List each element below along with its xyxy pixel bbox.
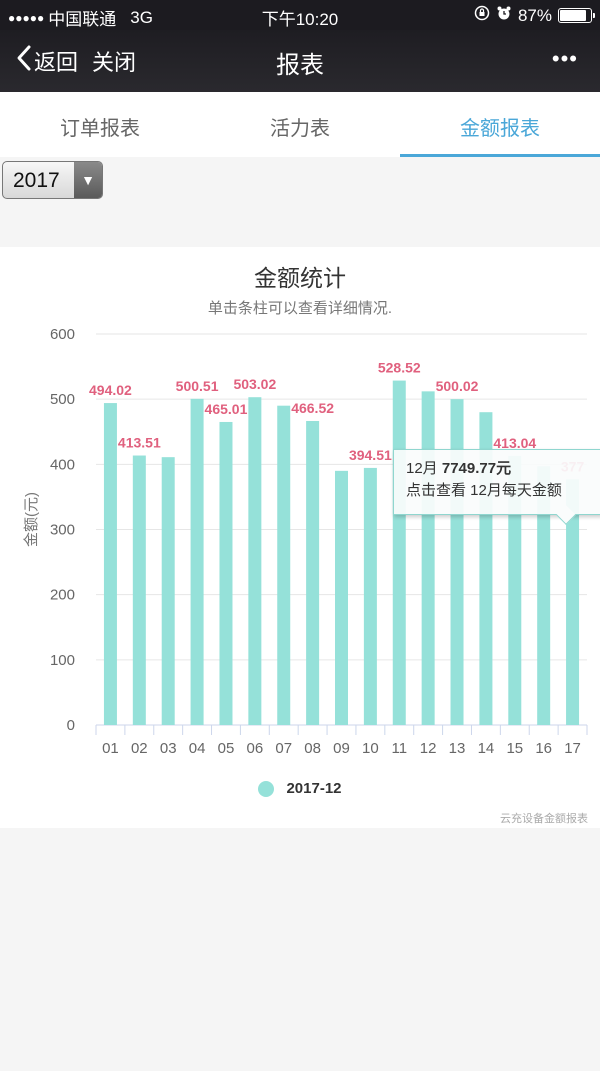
bar-02[interactable] xyxy=(132,455,146,725)
more-menu-icon[interactable]: ••• xyxy=(551,46,578,71)
network-type: 3G xyxy=(130,7,153,27)
battery-icon xyxy=(558,8,595,23)
carrier-name: 中国联通 xyxy=(48,10,117,29)
chart-tooltip[interactable]: 12月 7749.77元 点击查看 12月每天金额 xyxy=(393,449,600,525)
y-tick-label: 400 xyxy=(50,456,75,473)
battery-percent: 87% xyxy=(517,5,552,25)
chart-card: 金额统计 单击条柱可以查看详细情况. 金额(元) 0 100 200 300 400 50… xyxy=(0,247,600,828)
data-label: 500.51 xyxy=(176,378,219,394)
bar-15[interactable] xyxy=(508,455,522,725)
bar-08[interactable] xyxy=(306,420,320,725)
close-button[interactable]: 关闭 xyxy=(92,50,137,75)
bar-12[interactable] xyxy=(421,391,435,725)
bar-16[interactable] xyxy=(537,466,551,725)
x-tick-label: 14 xyxy=(478,740,495,757)
bar-11[interactable] xyxy=(392,380,406,725)
chart-legend[interactable]: 2017-12 xyxy=(0,780,600,797)
bar-05[interactable] xyxy=(219,421,233,725)
tooltip-month: 12月 xyxy=(406,460,438,477)
y-tick-label: 100 xyxy=(50,652,75,669)
x-tick-label: 09 xyxy=(333,740,350,757)
x-tick-label: 04 xyxy=(189,740,206,757)
back-button[interactable]: 返回 xyxy=(34,50,79,75)
chart-title: 金额统计 xyxy=(254,265,346,291)
bar-10[interactable] xyxy=(363,467,377,725)
page-title: 报表 xyxy=(276,52,324,79)
signal-strength-icon: ●●●●● xyxy=(8,10,45,25)
tab-amount-report[interactable]: 金额报表 xyxy=(400,92,600,157)
chart-credit: 云充设备金额报表 xyxy=(500,813,588,825)
report-tabs: 订单报表 活力表 金额报表 xyxy=(0,92,600,157)
bar-04[interactable] xyxy=(190,398,204,725)
data-label: 394.51 xyxy=(349,447,392,463)
y-tick-label: 500 xyxy=(50,391,75,408)
x-tick-label: 07 xyxy=(275,740,292,757)
tab-activity[interactable]: 活力表 xyxy=(270,118,330,140)
x-tick-label: 05 xyxy=(218,740,235,757)
y-tick-label: 300 xyxy=(50,522,75,539)
y-tick-label: 600 xyxy=(50,326,75,343)
y-tick-label: 200 xyxy=(50,587,75,604)
x-tick-label: 13 xyxy=(449,740,466,757)
x-tick-label: 17 xyxy=(564,740,581,757)
tab-order-report[interactable]: 订单报表 xyxy=(60,118,140,140)
x-tick-label: 01 xyxy=(102,740,119,757)
legend-swatch-icon xyxy=(258,780,275,797)
bar-06[interactable] xyxy=(248,397,262,725)
data-label: 465.01 xyxy=(205,401,248,417)
data-label: 466.52 xyxy=(291,400,334,416)
legend-label[interactable]: 2017-12 xyxy=(286,780,342,797)
x-tick-label: 11 xyxy=(391,740,407,757)
x-tick-label: 12 xyxy=(420,740,437,757)
bar-17[interactable] xyxy=(566,479,580,725)
x-tick-label: 15 xyxy=(506,740,523,757)
tooltip-hint[interactable]: 点击查看 12月每天金额 xyxy=(406,482,562,499)
clock: 下午10:20 xyxy=(261,10,339,29)
x-tick-label: 08 xyxy=(304,740,321,757)
nav-bar: 返回 关闭 报表 ••• xyxy=(0,30,600,92)
x-tick-label: 02 xyxy=(131,740,148,757)
year-select[interactable]: 2017 ▼ xyxy=(2,161,103,199)
data-label: 413.04 xyxy=(493,435,536,451)
chart-subtitle: 单击条柱可以查看详细情况. xyxy=(207,300,393,317)
x-tick-label: 06 xyxy=(247,740,264,757)
back-chevron-icon[interactable] xyxy=(16,44,32,78)
bar-03[interactable] xyxy=(161,457,175,725)
data-label: 494.02 xyxy=(89,382,132,398)
tooltip-total: 7749.77元 xyxy=(441,460,512,477)
chevron-down-icon[interactable]: ▼ xyxy=(74,162,102,198)
data-label: 503.02 xyxy=(233,376,276,392)
y-tick-label: 0 xyxy=(67,717,75,734)
bar-chart[interactable]: 0 100 200 300 400 500 600 01 494.02 02 413.51 03 04 5… xyxy=(0,247,600,828)
x-tick-label: 03 xyxy=(160,740,177,757)
status-bar: ●●●●● 中国联通 3G 下午10:20 87% xyxy=(0,0,600,30)
bar-07[interactable] xyxy=(277,405,291,725)
alarm-icon xyxy=(496,5,512,26)
bar-09[interactable] xyxy=(335,470,348,725)
year-select-value[interactable]: 2017 xyxy=(13,169,60,192)
data-label: 528.52 xyxy=(378,360,421,376)
rotation-lock-icon xyxy=(474,5,490,26)
x-tick-label: 16 xyxy=(535,740,552,757)
bar-01[interactable] xyxy=(103,403,117,725)
x-tick-label: 10 xyxy=(362,740,379,757)
data-label: 413.51 xyxy=(118,435,161,451)
data-label: 500.02 xyxy=(436,378,479,394)
